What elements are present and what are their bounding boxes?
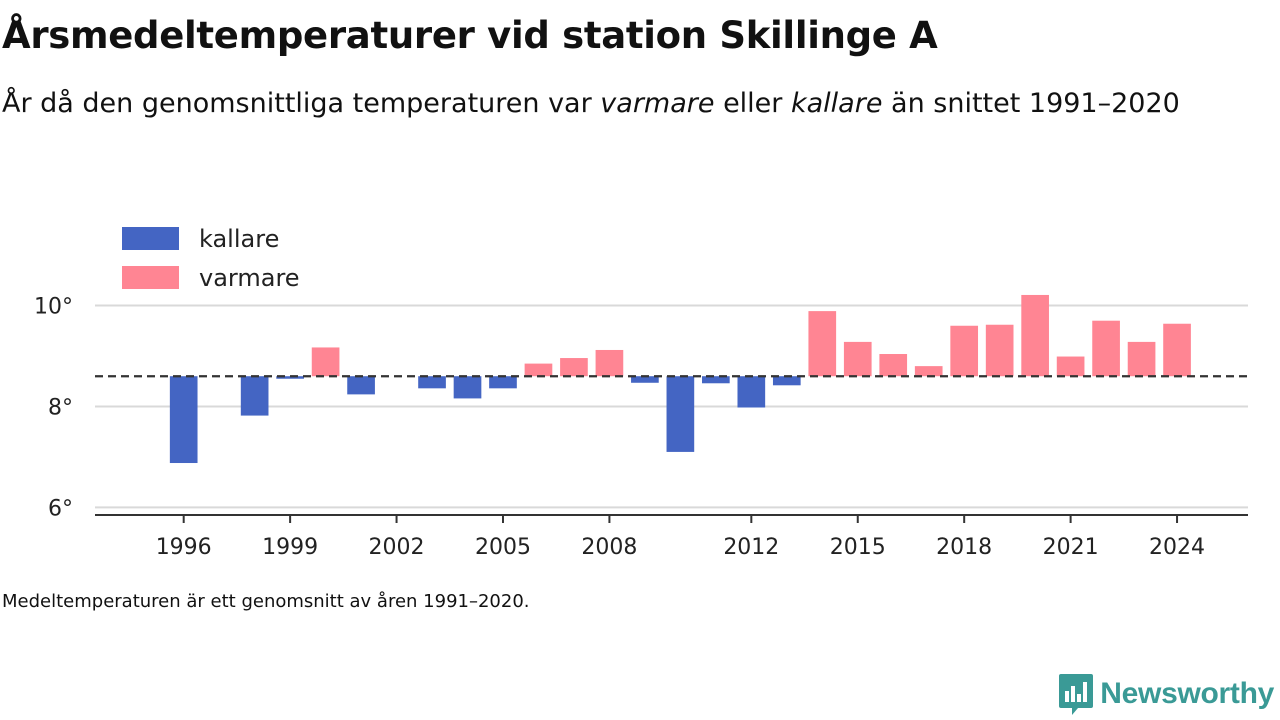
bar-colder (240, 376, 269, 416)
x-tick-label: 2008 (581, 535, 637, 560)
bar-warmer (595, 349, 624, 377)
bar-warmer (560, 358, 588, 377)
subtitle-text-2: eller (714, 88, 791, 119)
legend-label-kallare: kallare (199, 225, 279, 253)
x-tick-label: 2012 (723, 535, 779, 560)
y-tick-label: 8° (48, 395, 73, 420)
bar-warmer (914, 366, 943, 377)
bar-colder (772, 376, 801, 386)
bar-warmer (1021, 294, 1049, 377)
bar-colder (489, 376, 517, 389)
chart-subtitle: År då den genomsnittliga temperaturen va… (2, 82, 1242, 125)
legend: kallare varmare (110, 214, 318, 296)
x-tick-label: 1996 (156, 535, 212, 560)
bar-warmer (843, 341, 872, 377)
bar-warmer (1092, 320, 1120, 377)
legend-label-varmare: varmare (199, 264, 300, 292)
chart-title: Årsmedeltemperaturer vid station Skillin… (2, 14, 938, 57)
bar-colder (666, 376, 695, 452)
brand-name: Newsworthy (1100, 677, 1274, 710)
bar-colder (737, 376, 766, 408)
bar-warmer (311, 347, 340, 377)
bar-colder (169, 376, 198, 464)
x-tick-label: 2024 (1149, 535, 1205, 560)
legend-swatch-kallare (122, 227, 179, 250)
bar-warmer (879, 354, 908, 377)
bar-warmer (1163, 323, 1191, 377)
footnote: Medeltemperaturen är ett genomsnitt av å… (2, 591, 530, 612)
x-tick-label: 2005 (475, 535, 531, 560)
bar-colder (418, 376, 446, 389)
bar-warmer (808, 311, 837, 377)
subtitle-text-1: År då den genomsnittliga temperaturen va… (2, 88, 601, 119)
subtitle-warm-word: varmare (600, 88, 715, 119)
subtitle-text-3: än snittet 1991–2020 (882, 88, 1180, 119)
bar-colder (631, 376, 659, 383)
x-tick-label: 2021 (1043, 535, 1099, 560)
bar-colder (702, 376, 730, 384)
x-tick-label: 2015 (830, 535, 886, 560)
bar-warmer (524, 363, 553, 377)
subtitle-cold-word: kallare (790, 88, 883, 119)
axes: 6° 8° 10° 1996 1999 2002 2005 2008 2012 2015 2018 2… (34, 295, 1248, 560)
bar-warmer (985, 324, 1014, 377)
bar-warmer (1127, 341, 1156, 377)
bar-colder (347, 376, 375, 395)
newsworthy-logo-icon (1059, 674, 1094, 715)
temperature-bar-chart: 6° 8° 10° 1996 1999 2002 2005 2008 2012 2015 2018 2… (34, 214, 1248, 560)
y-tick-label: 10° (34, 295, 73, 320)
newsworthy-brand: Newsworthy (1058, 672, 1274, 716)
legend-swatch-varmare (122, 266, 179, 289)
bar-warmer (1056, 356, 1085, 377)
bar-colder (453, 376, 482, 399)
x-tick-label: 2002 (369, 535, 425, 560)
bars (169, 294, 1191, 464)
y-tick-label: 6° (48, 496, 73, 521)
x-tick-label: 2018 (936, 535, 992, 560)
x-tick-label: 1999 (262, 535, 318, 560)
bar-colder (276, 376, 304, 379)
bar-warmer (950, 325, 979, 377)
